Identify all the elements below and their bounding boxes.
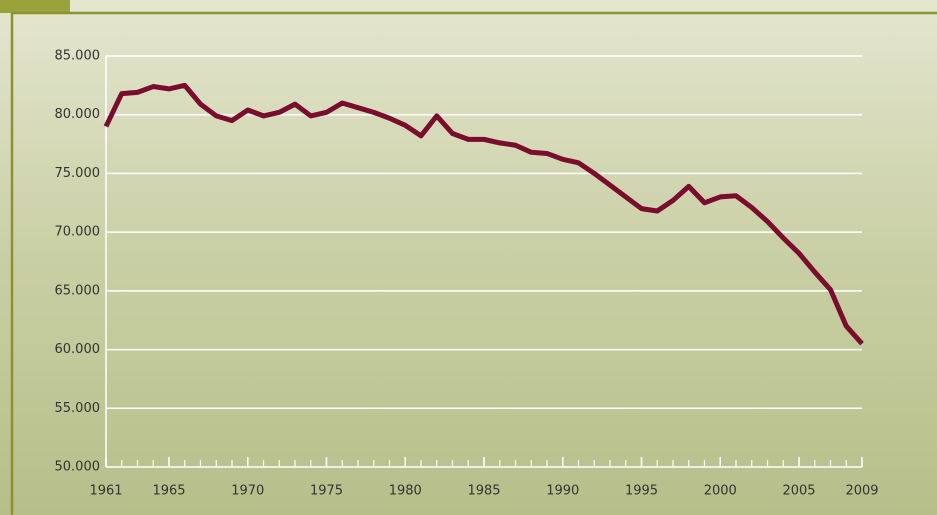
y-tick-label: 60.000 [55,342,101,357]
x-tick-label: 2009 [845,484,878,499]
tab [0,0,70,13]
x-tick-label: 1985 [467,484,500,499]
x-tick-label: 1990 [546,484,579,499]
x-tick-label: 2005 [782,484,815,499]
y-tick-label: 80.000 [55,107,101,122]
x-tick-label: 2000 [704,484,737,499]
y-tick-label: 85.000 [55,49,101,64]
x-tick-label: 1970 [231,484,264,499]
x-tick-label: 1980 [389,484,422,499]
x-tick-label: 1995 [625,484,658,499]
x-tick-label: 1975 [310,484,343,499]
x-tick-label: 1965 [152,484,185,499]
y-tick-label: 50.000 [55,460,101,475]
y-tick-label: 70.000 [55,225,101,240]
y-tick-label: 75.000 [55,166,101,181]
x-tick-label: 1961 [89,484,122,499]
chart: 50.000 55.000 60.000 65.000 70.000 75.000 80.0… [0,0,937,515]
y-tick-label: 65.000 [55,283,101,298]
y-tick-label: 55.000 [55,401,101,416]
page: 50.000 55.000 60.000 65.000 70.000 75.000 80.0… [0,0,937,515]
background [0,0,937,515]
